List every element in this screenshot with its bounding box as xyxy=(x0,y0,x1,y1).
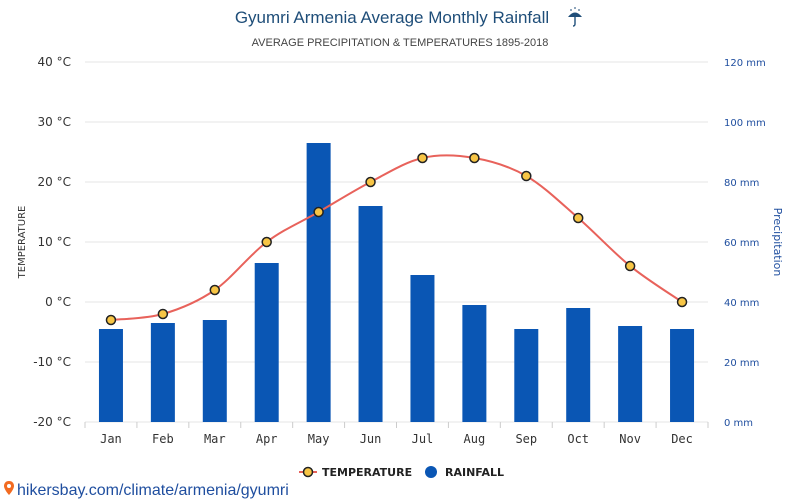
x-tick-label: Apr xyxy=(256,432,278,446)
x-tick-label: Mar xyxy=(204,432,226,446)
y-tick-right: 60 mm xyxy=(724,238,759,249)
x-tick-label: Feb xyxy=(152,432,174,446)
rainfall-bar xyxy=(618,326,643,422)
x-tick-label: Nov xyxy=(619,432,641,446)
legend-temperature-label: TEMPERATURE xyxy=(322,466,412,479)
rainfall-bar xyxy=(670,329,695,422)
rainfall-bar xyxy=(202,320,227,422)
y-tick-left: -20 °C xyxy=(33,415,71,429)
temperature-point xyxy=(521,170,532,182)
x-tick-label: Aug xyxy=(464,432,486,446)
x-tick-label: Jul xyxy=(412,432,434,446)
x-tick-label: Oct xyxy=(567,432,589,446)
temperature-point xyxy=(209,284,221,296)
chart-title: Gyumri Armenia Average Monthly Rainfall xyxy=(235,8,549,27)
rainfall-bar xyxy=(462,305,487,422)
rainfall-bar xyxy=(566,308,591,422)
x-tick-label: Dec xyxy=(671,432,693,446)
y-tick-right: 120 mm xyxy=(724,58,766,69)
temperature-line xyxy=(105,152,688,326)
temperature-point xyxy=(572,212,584,224)
x-tick-label: Jun xyxy=(360,432,382,446)
chart-subtitle: AVERAGE PRECIPITATION & TEMPERATURES 189… xyxy=(252,37,549,49)
temperature-point xyxy=(417,152,428,164)
umbrella-icon xyxy=(568,7,582,27)
y-tick-right: 20 mm xyxy=(724,358,759,369)
temperature-point xyxy=(624,260,636,272)
y-tick-left: 30 °C xyxy=(38,115,71,129)
gridlines xyxy=(84,61,709,428)
y-tick-left: 0 °C xyxy=(45,295,71,309)
x-tick-label: Jan xyxy=(100,432,122,446)
rainfall-bar xyxy=(254,263,279,422)
temperature-point xyxy=(676,296,688,308)
temperature-point xyxy=(365,176,376,188)
y-axis-right: 120 mm 100 mm 80 mm 60 mm 40 mm 20 mm 0 mm xyxy=(724,58,766,429)
temperature-point xyxy=(157,308,169,320)
x-tick-label: Sep xyxy=(515,432,537,446)
y-tick-right: 40 mm xyxy=(724,298,759,309)
rainfall-bar xyxy=(410,275,435,422)
rainfall-bar xyxy=(98,329,123,422)
legend-temperature-marker xyxy=(299,466,317,478)
rainfall-bar xyxy=(150,323,175,422)
y-tick-left: 20 °C xyxy=(38,175,71,189)
location-pin-icon xyxy=(4,481,14,495)
x-tick-label: May xyxy=(308,432,330,446)
y-axis-right-title: Precipitation xyxy=(771,208,784,277)
temperature-point xyxy=(261,236,272,248)
rainfall-bar xyxy=(514,329,539,422)
y-axis-left-title: TEMPERATURE xyxy=(17,206,28,280)
y-tick-right: 80 mm xyxy=(724,178,759,189)
y-tick-left: 10 °C xyxy=(38,235,71,249)
legend-rainfall-marker xyxy=(425,466,437,478)
temperature-point xyxy=(105,314,117,326)
rainfall-bars xyxy=(98,143,695,422)
y-axis-left: 40 °C 30 °C 20 °C 10 °C 0 °C -10 °C -20 °C xyxy=(33,55,71,429)
rainfall-bar xyxy=(306,143,331,422)
y-tick-left: -10 °C xyxy=(33,355,71,369)
temperature-point xyxy=(469,152,480,164)
source-link[interactable]: hikersbay.com/climate/armenia/gyumri xyxy=(17,482,289,499)
temperature-line-path xyxy=(110,154,683,321)
rainfall-bar xyxy=(358,206,383,422)
y-tick-right: 100 mm xyxy=(724,118,766,129)
legend: TEMPERATURE RAINFALL xyxy=(299,466,504,479)
temperature-point xyxy=(313,206,324,218)
legend-rainfall-label: RAINFALL xyxy=(445,466,504,479)
x-axis: Jan Feb Mar Apr May Jun Jul Aug Sep Oct Nov Dec xyxy=(100,432,693,446)
y-tick-right: 0 mm xyxy=(724,418,753,429)
y-tick-left: 40 °C xyxy=(38,55,71,69)
